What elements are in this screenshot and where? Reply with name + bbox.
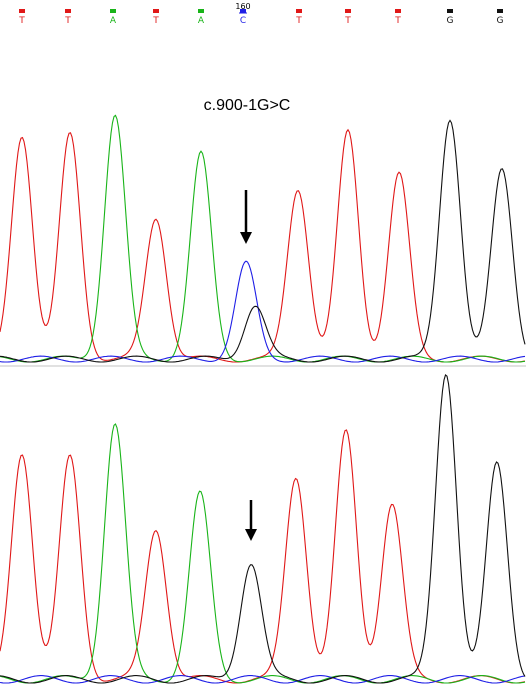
- mutation-label: c.900-1G>C: [204, 97, 291, 114]
- mutation-arrow-head: [240, 232, 252, 244]
- base-call-marker: [110, 9, 116, 13]
- base-call-marker: [395, 9, 401, 13]
- base-call-letter: T: [295, 16, 302, 26]
- top-trace-panel: [0, 114, 526, 363]
- base-call-marker: [345, 9, 351, 13]
- base-call-marker: [153, 9, 159, 13]
- mutation-arrow-head: [245, 529, 257, 541]
- base-call-marker: [240, 9, 246, 13]
- position-label-160: 160: [235, 2, 250, 11]
- trace-line-C: [0, 675, 526, 684]
- base-call-letter: A: [110, 16, 117, 26]
- base-call-marker: [198, 9, 204, 13]
- base-call-marker: [65, 9, 71, 13]
- base-call-marker: [497, 9, 503, 13]
- base-call-letter: G: [497, 16, 504, 26]
- base-call-marker: [19, 9, 25, 13]
- base-call-letter: A: [198, 16, 205, 26]
- base-call-marker: [447, 9, 453, 13]
- trace-line-T: [0, 128, 526, 363]
- base-call-letter: T: [64, 16, 71, 26]
- base-call-letter: C: [240, 16, 246, 26]
- trace-line-A: [0, 114, 526, 363]
- bottom-trace-panel: [0, 374, 526, 684]
- trace-line-T: [0, 429, 526, 684]
- trace-line-G: [0, 374, 526, 684]
- base-call-letter: T: [394, 16, 401, 26]
- base-call-letter: G: [447, 16, 454, 26]
- base-call-letter: T: [152, 16, 159, 26]
- base-call-letter: T: [344, 16, 351, 26]
- trace-line-A: [0, 423, 526, 684]
- trace-line-G: [0, 119, 526, 363]
- trace-line-C: [0, 260, 526, 363]
- base-call-letter: T: [18, 16, 25, 26]
- base-call-marker: [296, 9, 302, 13]
